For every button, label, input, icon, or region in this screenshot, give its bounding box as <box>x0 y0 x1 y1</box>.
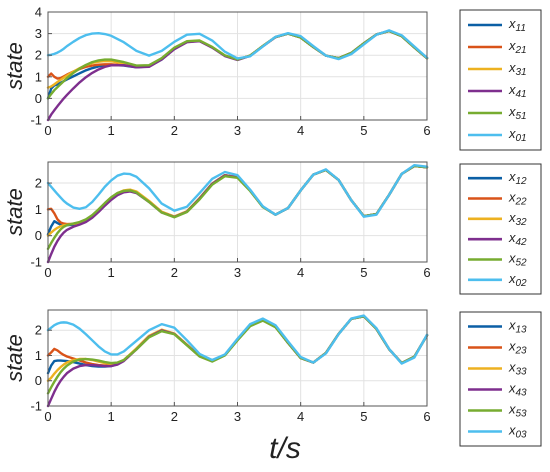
legend-box <box>459 311 542 447</box>
x-tick-label: 0 <box>44 409 51 424</box>
x-tick-label: 2 <box>171 265 178 280</box>
x-tick-label: 6 <box>423 265 430 280</box>
x-tick-label: 0 <box>44 123 51 138</box>
y-tick-label: 1 <box>35 202 42 217</box>
x-tick-label: 6 <box>423 123 430 138</box>
y-tick-label: 3 <box>35 26 42 41</box>
y-tick-label: -1 <box>30 255 42 270</box>
x-tick-label: 4 <box>297 123 304 138</box>
x-tick-label: 1 <box>108 409 115 424</box>
series-line-01 <box>46 29 429 61</box>
x-tick-label: 5 <box>360 265 367 280</box>
series-line-02 <box>46 163 429 218</box>
x-axis-label: t/s <box>269 432 301 465</box>
x-tick-label: 2 <box>171 123 178 138</box>
x-tick-label: 5 <box>360 123 367 138</box>
y-tick-label: 0 <box>35 91 42 106</box>
y-axis-label: state <box>2 334 27 382</box>
y-tick-label: 0 <box>35 373 42 388</box>
x-tick-label: 1 <box>108 123 115 138</box>
x-tick-label: 3 <box>234 265 241 280</box>
x-tick-label: 4 <box>297 265 304 280</box>
y-tick-label: 4 <box>35 5 42 20</box>
y-tick-label: 0 <box>35 228 42 243</box>
y-tick-label: -1 <box>30 113 42 128</box>
legend-box <box>459 163 542 295</box>
y-axis-label: state <box>2 188 27 236</box>
x-tick-label: 5 <box>360 409 367 424</box>
y-tick-label: -1 <box>30 399 42 414</box>
y-tick-label: 2 <box>35 176 42 191</box>
x-tick-label: 3 <box>234 123 241 138</box>
x-tick-label: 4 <box>297 409 304 424</box>
x-tick-label: 6 <box>423 409 430 424</box>
legend-box <box>459 9 542 151</box>
x-tick-label: 0 <box>44 265 51 280</box>
y-tick-label: 2 <box>35 323 42 338</box>
x-tick-label: 1 <box>108 265 115 280</box>
y-tick-label: 1 <box>35 69 42 84</box>
y-tick-label: 1 <box>35 348 42 363</box>
series-line-03 <box>46 314 429 365</box>
x-tick-label: 2 <box>171 409 178 424</box>
y-tick-label: 2 <box>35 48 42 63</box>
y-axis-label: state <box>2 42 27 90</box>
x-tick-label: 3 <box>234 409 241 424</box>
